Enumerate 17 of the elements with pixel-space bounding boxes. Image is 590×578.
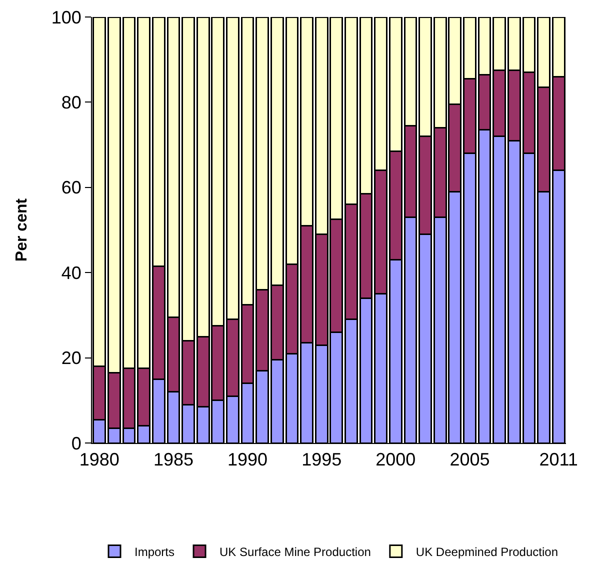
- y-tick-label: 0: [71, 433, 82, 454]
- legend-label: Imports: [134, 544, 175, 559]
- x-tick-label: 1995: [302, 450, 342, 470]
- y-tick-label: 20: [61, 348, 82, 368]
- x-tick-label: 1990: [228, 450, 268, 470]
- x-tick-label: 1980: [79, 450, 120, 470]
- legend-label: UK Surface Mine Production: [220, 544, 371, 559]
- x-tick-label: 2005: [450, 450, 490, 470]
- x-tick-label: 2011: [539, 450, 578, 470]
- y-tick-label: 80: [61, 92, 82, 112]
- y-axis-title: Per cent: [13, 198, 30, 262]
- x-tick-label: 1985: [153, 450, 194, 470]
- y-tick-label: 60: [61, 178, 82, 198]
- x-tick-label: 2000: [376, 450, 416, 470]
- y-tick-label: 100: [51, 7, 82, 28]
- y-tick-label: 40: [61, 262, 82, 283]
- legend-label: UK Deepmined Production: [416, 544, 558, 559]
